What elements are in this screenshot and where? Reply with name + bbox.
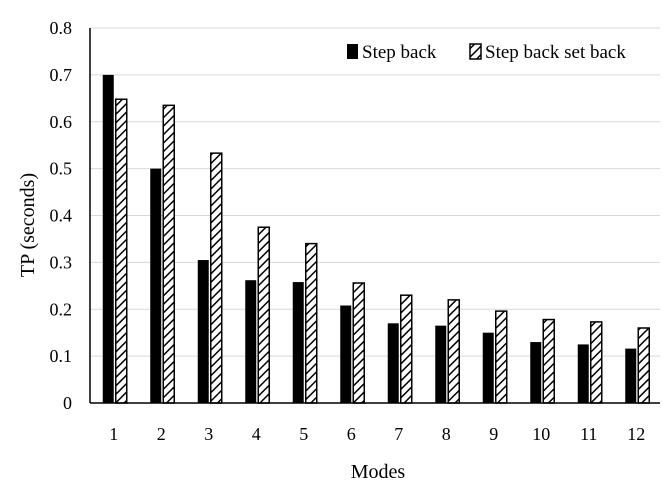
legend: Step back Step back set back xyxy=(347,42,626,63)
x-tick-label: 2 xyxy=(157,424,166,444)
x-tick-label: 5 xyxy=(299,424,308,444)
bar-step-back-set-back-10 xyxy=(542,318,555,404)
bar-step-back-set-back-4 xyxy=(257,226,270,404)
bar-step-back-1 xyxy=(102,74,114,403)
x-tick-label: 9 xyxy=(489,424,498,444)
x-tick-label: 7 xyxy=(394,424,403,444)
x-axis-title: Modes xyxy=(351,461,406,483)
y-tick-label: 0.3 xyxy=(50,252,73,272)
legend-swatch xyxy=(469,43,482,60)
bar-step-back-12 xyxy=(625,348,637,403)
bar-step-back-11 xyxy=(577,344,589,403)
x-tick-label: 8 xyxy=(442,424,451,444)
y-axis-ticks: 0 0.1 0.2 0.3 0.4 0.5 0.6 0.7 0.8 xyxy=(50,18,73,413)
grid-lines xyxy=(90,27,660,357)
bar-step-back-set-back-11 xyxy=(590,321,603,404)
legend-label: Step back set back xyxy=(485,42,626,63)
bar-step-back-8 xyxy=(435,325,447,403)
bar-step-back-2 xyxy=(150,168,162,403)
bar-step-back-set-back-3 xyxy=(210,152,223,404)
x-tick-label: 3 xyxy=(204,424,213,444)
bar-step-back-set-back-7 xyxy=(400,294,413,404)
bar-step-back-7 xyxy=(387,323,399,403)
bar-step-back-9 xyxy=(482,332,494,403)
x-tick-label: 11 xyxy=(580,424,597,444)
x-tick-label: 12 xyxy=(627,424,645,444)
y-tick-label: 0.1 xyxy=(50,346,73,366)
y-tick-label: 0 xyxy=(63,393,72,413)
bar-step-back-set-back-9 xyxy=(495,310,508,404)
bar-step-back-6 xyxy=(340,305,352,403)
bar-step-back-5 xyxy=(292,282,304,403)
bar-step-back-set-back-8 xyxy=(447,299,460,404)
y-tick-label: 0.2 xyxy=(50,299,73,319)
x-tick-label: 6 xyxy=(347,424,356,444)
x-tick-label: 1 xyxy=(109,424,118,444)
x-tick-label: 4 xyxy=(252,424,261,444)
y-tick-label: 0.6 xyxy=(50,112,73,132)
legend-label: Step back xyxy=(362,42,437,63)
bar-step-back-set-back-12 xyxy=(637,327,650,404)
y-tick-label: 0.8 xyxy=(50,18,73,38)
y-tick-label: 0.5 xyxy=(50,159,73,179)
y-axis-title: TP (seconds) xyxy=(17,173,39,277)
x-tick-label: 10 xyxy=(532,424,550,444)
bars xyxy=(102,74,650,404)
y-tick-label: 0.4 xyxy=(50,206,73,226)
bar-step-back-set-back-1 xyxy=(115,98,128,404)
bar-step-back-set-back-6 xyxy=(352,282,365,404)
bar-step-back-10 xyxy=(530,342,542,403)
bar-step-back-3 xyxy=(197,260,209,403)
y-tick-label: 0.7 xyxy=(50,65,73,85)
bar-step-back-set-back-5 xyxy=(305,242,318,404)
bar-step-back-4 xyxy=(245,280,257,403)
legend-swatch xyxy=(347,44,358,59)
x-axis-ticks: 1 2 3 4 5 6 7 8 9 10 11 12 xyxy=(109,424,645,444)
bar-step-back-set-back-2 xyxy=(162,104,175,404)
